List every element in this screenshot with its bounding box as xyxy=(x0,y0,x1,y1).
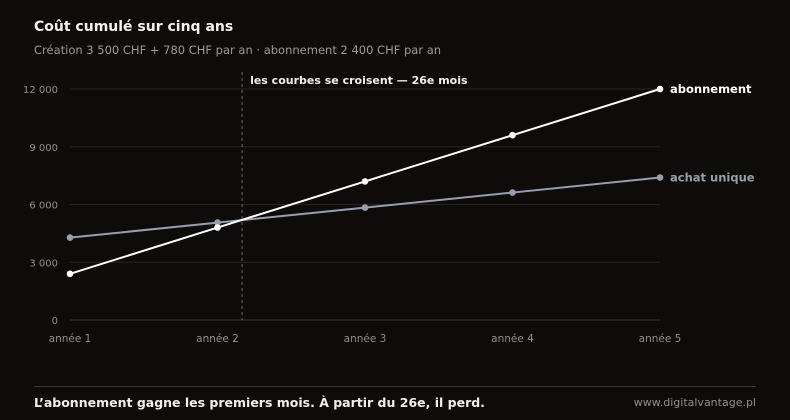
data-point xyxy=(509,189,516,196)
data-point xyxy=(361,204,369,211)
x-tick-label: année 3 xyxy=(344,333,387,345)
chart-title: Coût cumulé sur cinq ans xyxy=(34,19,234,35)
y-tick-label: 12 000 xyxy=(23,85,58,96)
x-tick-label: année 4 xyxy=(491,333,534,345)
y-tick-label: 3 000 xyxy=(29,258,58,269)
series-label: abonnement xyxy=(670,82,752,96)
data-point xyxy=(66,270,74,278)
footer-source: www.digitalvantage.pl xyxy=(633,396,756,409)
y-tick-label: 0 xyxy=(52,316,58,327)
data-point xyxy=(509,131,516,139)
series-label: achat unique xyxy=(670,171,755,185)
data-point xyxy=(361,178,369,185)
y-tick-label: 9 000 xyxy=(29,143,58,154)
y-tick-label: 6 000 xyxy=(29,201,58,212)
x-tick-label: année 5 xyxy=(639,333,682,345)
x-tick-label: année 1 xyxy=(49,333,92,345)
data-point xyxy=(214,224,221,231)
data-point xyxy=(66,234,74,241)
crossover-annotation: les courbes se croisent — 26e mois xyxy=(250,74,468,87)
data-point xyxy=(656,174,664,181)
chart-subtitle: Création 3 500 CHF + 780 CHF par an · ab… xyxy=(34,43,442,57)
footer-divider xyxy=(34,386,756,387)
x-tick-label: année 2 xyxy=(196,333,239,345)
data-point xyxy=(214,219,221,226)
footer-takeaway: L’abonnement gagne les premiers mois. À … xyxy=(34,395,485,410)
data-point xyxy=(656,85,664,93)
